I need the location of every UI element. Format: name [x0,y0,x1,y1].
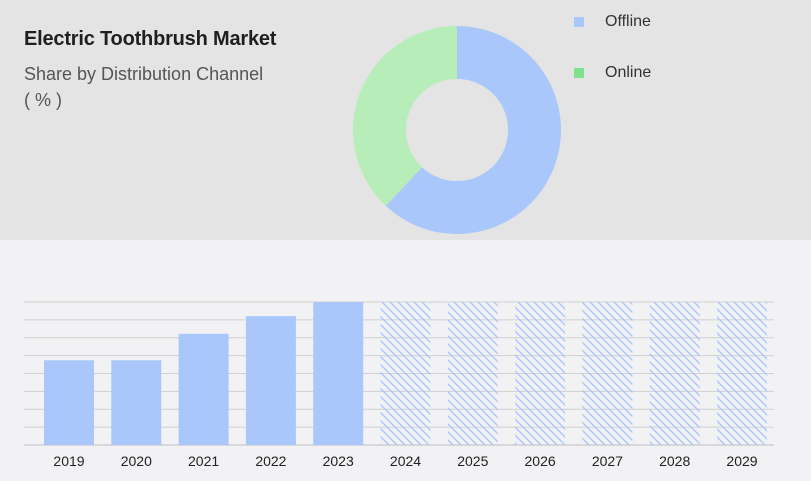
bar-2023 [313,302,364,445]
bar-2028 [649,302,700,445]
bar-2025 [447,302,498,445]
x-tick-label-2024: 2024 [390,453,421,469]
x-tick-label-2020: 2020 [121,453,152,469]
donut-chart [352,26,561,234]
bar-chart: 2019 2020 2021 2022 2023 2024 2025 2026 2027 2028… [24,301,774,469]
bar-2024 [380,302,431,445]
subtitle-text: Share by Distribution Channel [24,64,264,84]
chart-title: Electric Toothbrush Market [24,28,277,50]
legend-swatch-offline [574,17,584,27]
x-tick-label-2021: 2021 [188,453,219,469]
x-tick-label-2026: 2026 [525,453,556,469]
bar-2020 [111,360,162,445]
legend-item-online: Online [574,61,774,85]
unit-label: ( % ) [24,90,62,110]
x-tick-label-2022: 2022 [255,453,286,469]
bar-2019 [44,360,94,445]
legend-label-offline: Offline [605,13,651,30]
header-panel: Electric Toothbrush Market Share by Dist… [0,0,811,240]
donut-slice-online [352,26,457,206]
legend-item-offline: Offline [574,10,774,34]
donut-slice-offline [385,26,561,234]
bar-2021 [178,333,229,445]
bar-2027 [582,302,633,445]
legend-label-online: Online [605,64,652,81]
x-tick-label-2029: 2029 [726,453,757,469]
bar-2026 [515,302,566,445]
x-tick-label-2019: 2019 [53,453,84,469]
x-tick-label-2027: 2027 [592,453,623,469]
donut-hole [406,79,508,181]
chart-subtitle: Share by Distribution Channel ( % ) [24,61,263,113]
bar-2022 [245,316,296,445]
legend-swatch-online [574,68,584,78]
x-tick-label-2025: 2025 [457,453,488,469]
bar-2029 [717,302,767,445]
x-tick-label-2023: 2023 [323,453,354,469]
x-tick-label-2028: 2028 [659,453,690,469]
